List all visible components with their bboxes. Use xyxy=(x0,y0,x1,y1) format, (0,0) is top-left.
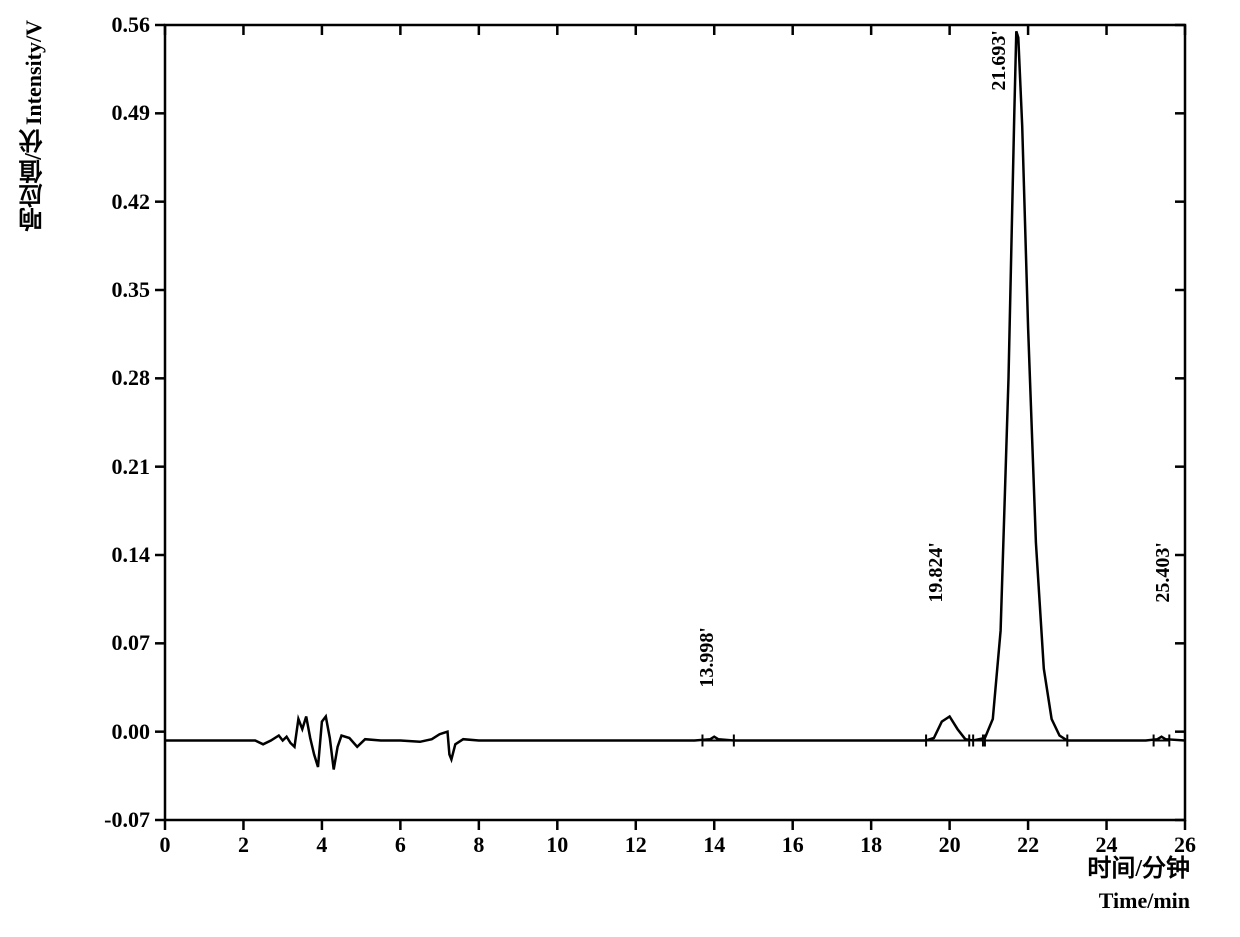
xtick-label: 26 xyxy=(1165,832,1205,858)
ytick-label: 0.21 xyxy=(90,454,150,480)
xtick-label: 8 xyxy=(459,832,499,858)
xtick-label: 14 xyxy=(694,832,734,858)
peak-label: 25.403' xyxy=(1152,542,1175,603)
xtick-label: 12 xyxy=(616,832,656,858)
peak-label: 21.693' xyxy=(988,30,1011,91)
xtick-label: 10 xyxy=(537,832,577,858)
peak-label: 13.998' xyxy=(696,627,719,688)
ytick-label: 0.07 xyxy=(90,630,150,656)
xtick-label: 20 xyxy=(930,832,970,858)
peak-label: 19.824' xyxy=(925,542,948,603)
xtick-label: 16 xyxy=(773,832,813,858)
xtick-label: 2 xyxy=(223,832,263,858)
xtick-label: 18 xyxy=(851,832,891,858)
ytick-label: 0.14 xyxy=(90,542,150,568)
ytick-label: 0.00 xyxy=(90,719,150,745)
chromatogram-chart: 响应值/伏 Intensity/V 时间/分钟 Time/min -0.070.… xyxy=(0,0,1240,937)
ytick-label: 0.42 xyxy=(90,189,150,215)
ytick-label: -0.07 xyxy=(90,807,150,833)
xtick-label: 6 xyxy=(380,832,420,858)
ytick-label: 0.49 xyxy=(90,100,150,126)
ytick-label: 0.28 xyxy=(90,365,150,391)
xtick-label: 22 xyxy=(1008,832,1048,858)
chart-svg xyxy=(0,0,1240,937)
xtick-label: 24 xyxy=(1087,832,1127,858)
ytick-label: 0.35 xyxy=(90,277,150,303)
xtick-label: 4 xyxy=(302,832,342,858)
xtick-label: 0 xyxy=(145,832,185,858)
ytick-label: 0.56 xyxy=(90,12,150,38)
